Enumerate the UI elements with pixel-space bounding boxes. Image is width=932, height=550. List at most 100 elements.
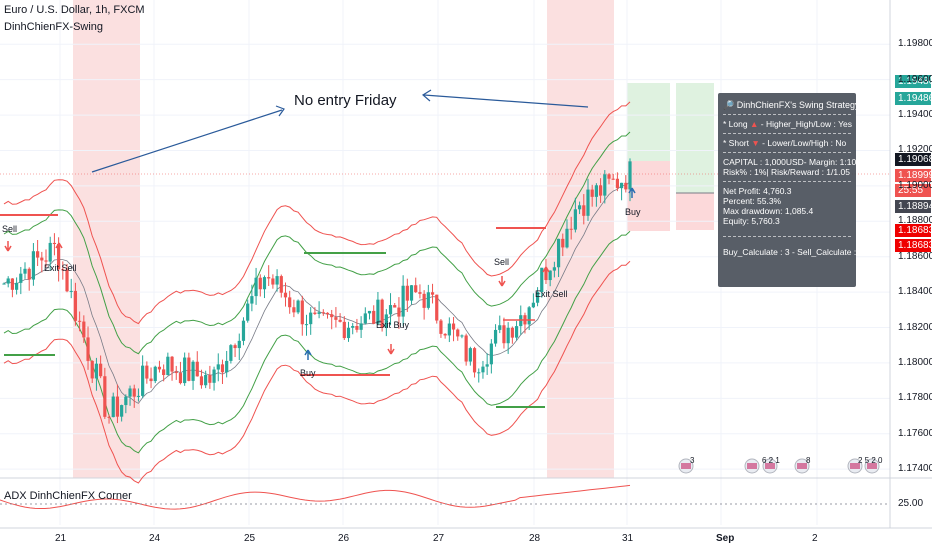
candle-body bbox=[300, 300, 304, 325]
candle-body bbox=[208, 374, 212, 383]
candle-body bbox=[548, 270, 552, 281]
candle-body bbox=[304, 324, 309, 326]
candle-body bbox=[598, 185, 603, 196]
candle-body bbox=[384, 314, 388, 328]
candle-body bbox=[149, 378, 153, 382]
candle-body bbox=[103, 376, 107, 417]
candle-body bbox=[456, 329, 460, 337]
candle-body bbox=[90, 360, 94, 379]
price-tick-label: 1.19000 bbox=[898, 179, 932, 191]
candle-body bbox=[187, 357, 191, 381]
triangle-up-icon: ▲ bbox=[749, 119, 759, 129]
candle-body bbox=[258, 277, 262, 290]
event-flag-icon-stripe bbox=[850, 463, 860, 469]
candle-body bbox=[527, 307, 531, 325]
candle-body bbox=[15, 282, 19, 290]
candle-body bbox=[502, 325, 506, 344]
candle-body bbox=[78, 320, 82, 322]
candle-body bbox=[577, 205, 582, 210]
candle-body bbox=[111, 396, 115, 418]
time-tick-label: 24 bbox=[149, 533, 161, 544]
candle-body bbox=[372, 310, 376, 324]
take-profit-zone bbox=[627, 83, 670, 161]
price-tick-label: 1.19400 bbox=[898, 109, 932, 121]
candle-body bbox=[422, 293, 426, 308]
candle-body bbox=[628, 161, 632, 190]
grid-layer bbox=[0, 0, 932, 529]
upper-band-outer bbox=[3, 101, 631, 325]
candle-body bbox=[317, 312, 321, 314]
candle-body bbox=[393, 305, 397, 308]
candle-body bbox=[409, 285, 414, 301]
candle-body bbox=[23, 268, 27, 274]
price-tick-label: 1.17800 bbox=[898, 392, 932, 404]
candle-body bbox=[451, 323, 456, 330]
candle-body bbox=[191, 361, 195, 381]
candle-body bbox=[397, 307, 401, 317]
candle-body bbox=[313, 312, 317, 314]
info-long-rest: - Higher_High/Low : Yes bbox=[760, 119, 852, 129]
candle-body bbox=[99, 363, 103, 377]
candle-body bbox=[418, 292, 422, 294]
adx-line bbox=[0, 484, 631, 510]
adx-indicator-label[interactable]: ADX DinhChienFX Corner bbox=[4, 490, 132, 502]
candle-body bbox=[363, 313, 367, 324]
price-tick-label: 1.19200 bbox=[898, 144, 932, 156]
candle-body bbox=[2, 283, 6, 285]
candle-body bbox=[493, 329, 498, 344]
candle-body bbox=[262, 277, 267, 290]
candle-body bbox=[330, 314, 334, 318]
candle-body bbox=[233, 345, 237, 349]
candle-body bbox=[535, 292, 540, 303]
candle-body bbox=[321, 312, 325, 314]
price-tag: 1.18894 bbox=[895, 200, 932, 213]
chart-symbol-title: Euro / U.S. Dollar, 1h, FXCM bbox=[4, 4, 145, 16]
arrow-head bbox=[421, 89, 432, 102]
candle-body bbox=[489, 343, 493, 365]
candle-body bbox=[615, 178, 619, 189]
candle-body bbox=[220, 364, 225, 373]
candle-body bbox=[120, 405, 124, 417]
overlay-layer bbox=[0, 89, 890, 510]
exit-sell-marker-label: Exit Sell bbox=[44, 263, 77, 273]
candle-body bbox=[52, 242, 57, 245]
candle-body bbox=[435, 294, 439, 321]
candle-body bbox=[447, 323, 451, 336]
candle-body bbox=[212, 369, 216, 383]
candle-body bbox=[556, 238, 561, 268]
candle-body bbox=[607, 174, 611, 179]
price-tick-label: 1.19600 bbox=[898, 73, 932, 85]
info-short-row: * Short ▼ - Lower/Low/High : No bbox=[723, 138, 851, 148]
bands-layer bbox=[3, 101, 631, 484]
candle-body bbox=[288, 297, 292, 308]
candle-body bbox=[136, 395, 141, 397]
candle-body bbox=[107, 416, 111, 418]
candle-body bbox=[229, 345, 233, 361]
candle-body bbox=[603, 174, 607, 196]
candle-body bbox=[241, 320, 246, 341]
info-equity: Equity: 5,760.3 bbox=[723, 216, 780, 226]
candle-body bbox=[31, 251, 36, 280]
candle-body bbox=[477, 372, 481, 374]
sell-marker-label: Sell bbox=[2, 224, 18, 234]
info-risk: Risk% : 1%| Risk/Reward : 1/1.05 bbox=[723, 167, 850, 177]
price-tick-label: 1.19800 bbox=[898, 38, 932, 50]
candle-body bbox=[178, 373, 183, 384]
candle-body bbox=[237, 340, 241, 349]
sell-arrow-icon bbox=[498, 276, 506, 287]
divider bbox=[723, 236, 851, 237]
candle-body bbox=[36, 251, 40, 258]
indicator-label[interactable]: DinhChienFX-Swing bbox=[4, 21, 104, 33]
candle-body bbox=[296, 300, 300, 313]
exit-sell-arrow-icon bbox=[55, 242, 63, 253]
candle-body bbox=[561, 238, 565, 248]
candle-body bbox=[351, 326, 355, 328]
price-tag: 1.18999 bbox=[895, 169, 932, 182]
event-flag-icon-stripe bbox=[765, 463, 775, 469]
candle-body bbox=[170, 356, 174, 372]
candle-body bbox=[342, 321, 346, 339]
candle-body bbox=[115, 396, 120, 417]
candle-body bbox=[292, 307, 296, 313]
magnifier-icon: 🔎 bbox=[723, 100, 735, 110]
